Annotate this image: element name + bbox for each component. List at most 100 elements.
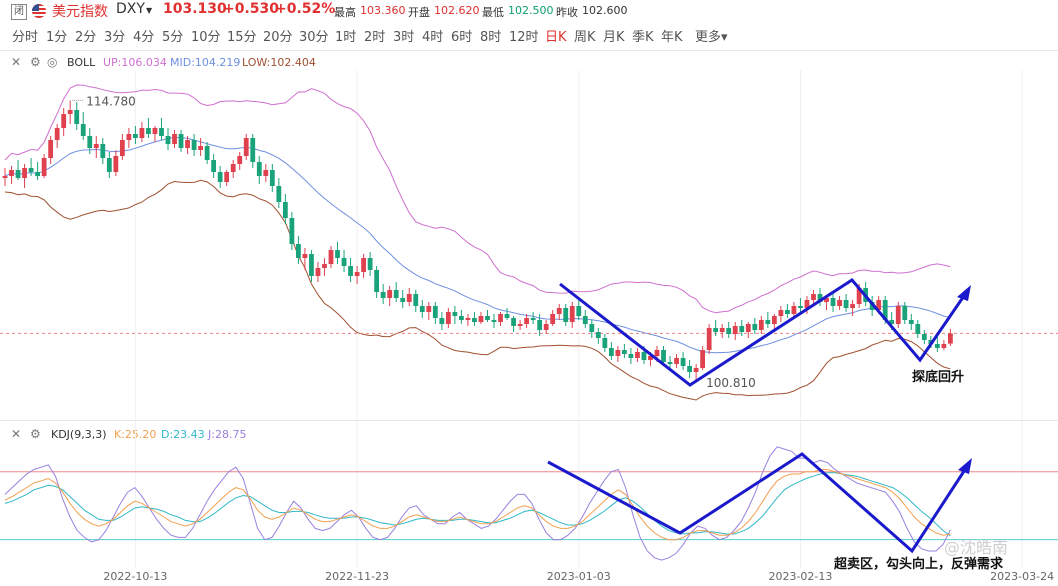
candle-body	[178, 134, 184, 148]
period-tab[interactable]: 20分	[263, 30, 293, 45]
period-tab[interactable]: 分时	[12, 30, 39, 45]
candle-body	[309, 254, 314, 276]
watermark: @沈皓南	[944, 538, 1008, 557]
period-tab[interactable]: 周K	[574, 30, 596, 45]
kdj-trend-arrowhead	[958, 458, 972, 474]
instrument-symbol[interactable]: DXY	[116, 1, 145, 17]
period-tab[interactable]: 6时	[451, 30, 473, 45]
candle-body	[791, 306, 797, 314]
period-tab[interactable]: 1分	[46, 30, 68, 45]
candle-body	[243, 138, 249, 156]
period-tab[interactable]: 2时	[364, 30, 386, 45]
candle-body	[9, 170, 14, 176]
close-kdj-icon[interactable]: ✕	[11, 427, 22, 441]
candle-body	[380, 292, 386, 298]
candle-body	[445, 312, 451, 324]
period-tab[interactable]: 月K	[603, 30, 625, 45]
candle-body	[850, 304, 855, 308]
kdj-k-line	[4, 469, 951, 541]
price-change-pct: +0.52%	[275, 1, 336, 17]
candle-body	[837, 300, 842, 306]
candle-body	[67, 110, 73, 114]
candle-body	[367, 258, 373, 270]
candle-body	[641, 352, 647, 360]
candle-body	[504, 314, 510, 318]
period-tab[interactable]: 12时	[509, 30, 539, 45]
close-indicator-icon[interactable]: ✕	[11, 55, 22, 69]
market-closed-badge: 闭	[11, 4, 27, 20]
candle-body	[595, 332, 601, 338]
candle-body	[217, 172, 223, 182]
price-trend-arrowhead	[957, 285, 971, 301]
period-tab[interactable]: 4分	[133, 30, 155, 45]
period-tab[interactable]: 15分	[227, 30, 257, 45]
candle-body	[133, 134, 138, 138]
period-tab[interactable]: 8时	[480, 30, 502, 45]
candle-body	[915, 324, 921, 334]
candle-body	[745, 324, 751, 332]
candle-body	[517, 324, 523, 326]
candle-body	[941, 344, 947, 348]
x-tick-label: 2023-02-13	[768, 570, 832, 583]
candle-body	[100, 144, 106, 158]
candle-body	[87, 136, 93, 148]
period-tab[interactable]: 4时	[422, 30, 444, 45]
candle-body	[172, 134, 177, 144]
kdj-d-value: D:23.43	[161, 428, 205, 441]
candle-body	[230, 164, 236, 172]
kdj-j-line	[4, 446, 951, 561]
candle-body	[328, 250, 334, 264]
candle-body	[296, 244, 301, 258]
period-tab[interactable]: 3分	[104, 30, 126, 45]
us-flag-icon	[32, 4, 46, 18]
candle-body	[687, 366, 692, 372]
candle-body	[543, 324, 549, 330]
candle-body	[648, 356, 653, 360]
candle-body	[426, 306, 432, 312]
period-tabs: 分时 1分 2分 3分 4分 5分 10分 15分 20分 30分 1时 2时 3时 4时 6时 8时 12时日…	[0, 24, 1058, 45]
candle-body	[54, 128, 60, 140]
period-tab[interactable]: 1时	[335, 30, 357, 45]
candle-body	[843, 300, 849, 308]
kdj-d-line	[4, 472, 951, 537]
period-tab[interactable]: 30分	[299, 30, 329, 45]
visibility-icon[interactable]: ◎	[47, 55, 58, 69]
candle-body	[348, 266, 353, 276]
boll-low-value: LOW:102.404	[242, 56, 316, 69]
gear-icon[interactable]: ⚙	[30, 55, 41, 69]
candle-body	[250, 138, 256, 162]
x-tick-label: 2023-01-03	[547, 570, 611, 583]
candle-body	[478, 316, 484, 322]
period-tab[interactable]: 3时	[393, 30, 415, 45]
candle-body	[41, 158, 47, 176]
candle-body	[406, 294, 412, 302]
candle-body	[432, 306, 438, 318]
candle-body	[198, 146, 203, 150]
period-tab[interactable]: 2分	[75, 30, 97, 45]
symbol-dropdown-icon[interactable]: ▼	[146, 6, 153, 15]
period-tab[interactable]: 10分	[191, 30, 221, 45]
kdj-gear-icon[interactable]: ⚙	[30, 427, 41, 441]
period-tab[interactable]: 年K	[661, 30, 683, 45]
period-tab[interactable]: 日K	[545, 30, 567, 45]
period-tab[interactable]: 季K	[632, 30, 654, 45]
period-tab[interactable]: 更多▾	[695, 30, 728, 45]
candle-body	[302, 254, 308, 258]
candle-body	[224, 172, 230, 182]
candle-body	[511, 318, 516, 326]
candle-body	[459, 316, 464, 320]
instrument-name[interactable]: 美元指数	[52, 4, 108, 20]
candle-body	[908, 320, 914, 324]
boll-up-line	[4, 84, 951, 314]
candle-body	[622, 350, 627, 354]
kdj-note: 超卖区，勾头向上，反弹需求	[834, 556, 1004, 572]
toolbar-divider	[0, 50, 1058, 51]
x-tick-label: 2023-03-24	[990, 570, 1054, 583]
candle-body	[811, 294, 816, 300]
candle-body	[335, 250, 340, 258]
period-tab[interactable]: 5分	[162, 30, 184, 45]
candle-body	[667, 362, 673, 364]
candle-body	[719, 328, 725, 332]
low-price-label: 100.810	[706, 376, 756, 390]
